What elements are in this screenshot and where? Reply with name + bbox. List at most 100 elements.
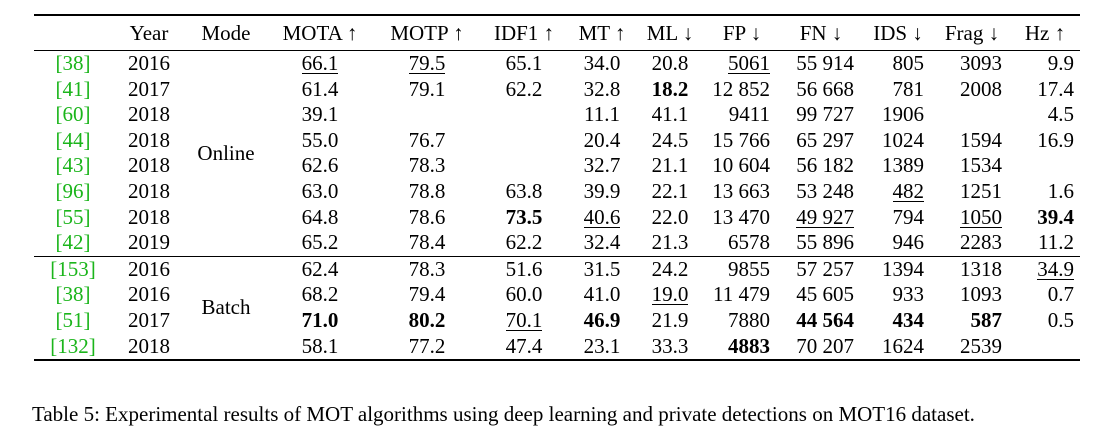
- metric-value: 80.2: [408, 307, 446, 332]
- header-fp: FP ↓: [704, 15, 780, 51]
- metric-value: 16.9: [1037, 127, 1074, 152]
- metric-cell: 0.7: [1010, 282, 1080, 308]
- year-cell: 2017: [128, 307, 170, 332]
- table-row: [96] 2018 63.0 78.8 63.8 39.9 22.1 13 663 53 248…: [34, 179, 1080, 205]
- metric-cell: 24.5: [636, 128, 704, 154]
- metric-cell: 2008: [934, 77, 1010, 103]
- metric-value: 21.1: [651, 153, 689, 178]
- metric-value: 65.1: [505, 51, 543, 75]
- citation-link[interactable]: [42]: [55, 230, 91, 255]
- metric-cell: 78.8: [374, 179, 480, 205]
- metric-value: 15 766: [712, 127, 770, 152]
- year-cell: 2018: [128, 153, 170, 178]
- metric-value: 45 605: [796, 282, 854, 307]
- metric-value: 11 479: [713, 282, 770, 307]
- metric-cell: 19.0: [636, 282, 704, 308]
- citation-link[interactable]: [55]: [55, 204, 91, 229]
- metric-value: 71.0: [301, 307, 339, 332]
- metric-value: 78.6: [408, 204, 446, 229]
- metric-cell: 39.4: [1010, 205, 1080, 231]
- metric-cell: 1389: [862, 153, 934, 179]
- metric-value: 1906: [882, 102, 924, 127]
- metric-cell: 55 896: [780, 230, 862, 256]
- metric-value: 1624: [882, 333, 924, 358]
- citation-link[interactable]: [96]: [55, 178, 91, 203]
- metric-value: 56 182: [796, 153, 854, 178]
- metric-value: 22.0: [651, 204, 689, 229]
- citation-link[interactable]: [38]: [55, 282, 91, 307]
- table-row: [60] 2018 39.1 11.1 41.1 9411 99 727 1906 4.5: [34, 102, 1080, 128]
- metric-cell: 70 207: [780, 334, 862, 361]
- metric-value: 21.9: [651, 307, 689, 332]
- citation-link[interactable]: [41]: [55, 76, 91, 101]
- metric-cell: 7880: [704, 308, 780, 334]
- metric-cell: 10 604: [704, 153, 780, 179]
- metric-cell: 65 297: [780, 128, 862, 154]
- metric-cell: 4.5: [1010, 102, 1080, 128]
- metric-value: 17.4: [1037, 76, 1074, 101]
- metric-value: 19.0: [651, 282, 689, 307]
- year-cell: 2017: [128, 76, 170, 101]
- metric-cell: 21.9: [636, 308, 704, 334]
- metric-cell: 5061: [704, 51, 780, 77]
- metric-value: 41.1: [651, 102, 689, 127]
- metric-cell: 63.0: [266, 179, 374, 205]
- header-ids: IDS ↓: [862, 15, 934, 51]
- table-row: [42] 2019 65.2 78.4 62.2 32.4 21.3 6578 55 896 94…: [34, 230, 1080, 256]
- metric-cell: 32.8: [568, 77, 636, 103]
- results-table-container: Year Mode MOTA ↑ MOTP ↑ IDF1 ↑ MT ↑ ML ↓ FP ↓ FN…: [34, 14, 1080, 362]
- citation-link[interactable]: [153]: [34, 255, 112, 283]
- metric-value: 13 470: [712, 204, 770, 229]
- metric-cell: 62.2: [480, 230, 568, 256]
- metric-cell: 34.9: [1010, 255, 1080, 283]
- metric-cell: 1594: [934, 128, 1010, 154]
- metric-cell: 1906: [862, 102, 934, 128]
- citation-link[interactable]: [60]: [55, 102, 91, 127]
- metric-cell: 41.0: [568, 282, 636, 308]
- metric-value: 56 668: [796, 76, 854, 101]
- metric-value: 39.4: [1037, 204, 1074, 229]
- metric-value: 21.3: [651, 230, 689, 255]
- metric-cell: 20.4: [568, 128, 636, 154]
- year-cell: 2018: [128, 102, 170, 127]
- metric-cell: 0.5: [1010, 308, 1080, 334]
- citation-link[interactable]: [43]: [55, 153, 91, 178]
- year-cell: 2018: [128, 333, 170, 358]
- citation-link[interactable]: [44]: [55, 127, 91, 152]
- metric-cell: 16.9: [1010, 128, 1080, 154]
- metric-cell: 22.0: [636, 205, 704, 231]
- metric-cell: 32.7: [568, 153, 636, 179]
- header-row: Year Mode MOTA ↑ MOTP ↑ IDF1 ↑ MT ↑ ML ↓ FP ↓ FN…: [34, 15, 1080, 51]
- metric-value: 0.5: [1047, 307, 1074, 332]
- citation-link[interactable]: [38]: [55, 51, 91, 75]
- metric-cell: 18.2: [636, 77, 704, 103]
- metric-value: 32.7: [583, 153, 621, 178]
- metric-value: 1.6: [1047, 178, 1074, 203]
- metric-cell: 49 927: [780, 205, 862, 231]
- metric-value: 5061: [728, 51, 770, 75]
- metric-cell: 1394: [862, 255, 934, 283]
- metric-cell: 22.1: [636, 179, 704, 205]
- header-ml: ML ↓: [636, 15, 704, 51]
- metric-value: 53 248: [796, 178, 854, 203]
- metric-value: 55 896: [796, 230, 854, 255]
- metric-value: 1251: [960, 178, 1002, 203]
- metric-cell: 13 470: [704, 205, 780, 231]
- metric-value: 39.9: [583, 178, 621, 203]
- citation-link[interactable]: [51]: [55, 307, 91, 332]
- metric-value: 73.5: [505, 204, 543, 229]
- metric-cell: 71.0: [266, 308, 374, 334]
- table-row: [132] 2018 58.1 77.2 47.4 23.1 33.3 4883 70 207 1…: [34, 334, 1080, 361]
- year-cell: 2018: [128, 127, 170, 152]
- metric-value: 62.4: [301, 256, 339, 281]
- citation-link[interactable]: [132]: [50, 333, 96, 358]
- metric-value: 3093: [960, 51, 1002, 75]
- metric-cell: 1624: [862, 334, 934, 361]
- header-year: Year: [112, 15, 186, 51]
- metric-cell: 1318: [934, 255, 1010, 283]
- year-cell: 2019: [128, 230, 170, 255]
- year-cell: 2018: [128, 178, 170, 203]
- metric-value: 1093: [960, 282, 1002, 307]
- metric-cell: 53 248: [780, 179, 862, 205]
- metric-cell: 73.5: [480, 205, 568, 231]
